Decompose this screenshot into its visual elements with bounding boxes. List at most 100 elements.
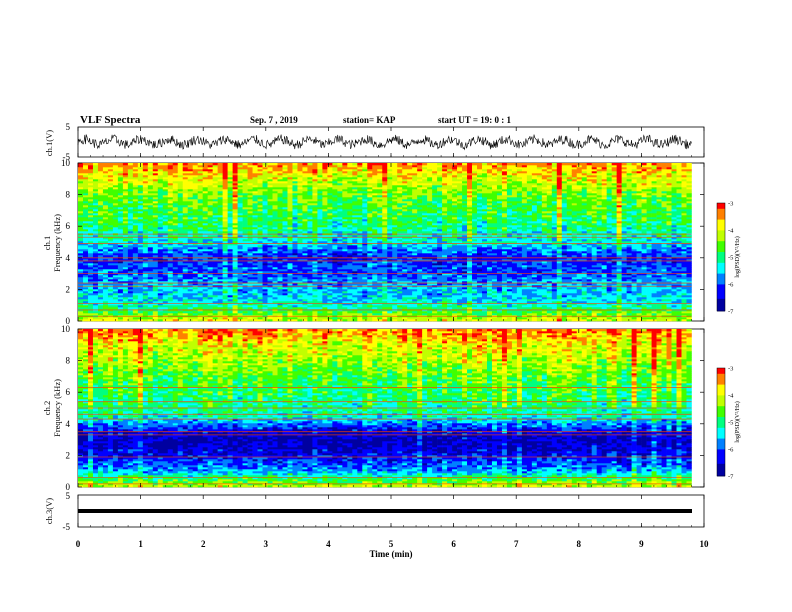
spectrogram-cell [242, 177, 248, 180]
spectrogram-cell [367, 305, 373, 308]
spectrogram-cell [157, 193, 164, 196]
ch1-ytick-bottom: -5 [63, 152, 71, 162]
spectrogram-cell [207, 171, 213, 174]
spectrogram-cell [247, 219, 253, 222]
spectrogram-cell [267, 213, 273, 216]
spectrogram-cell [227, 191, 233, 194]
spectrogram-cell [227, 223, 233, 226]
spectrogram-cell [237, 205, 243, 208]
spectrogram-cell [217, 307, 223, 310]
spectrogram-cell [377, 299, 383, 302]
spectrogram-cell [257, 261, 263, 264]
spectrogram-cell [82, 175, 89, 178]
spectrogram-cell [257, 275, 263, 278]
spectrogram-cell [117, 213, 124, 216]
spectrogram-cell [237, 259, 243, 262]
spectrogram-cell [327, 299, 333, 302]
spectrogram-cell [187, 193, 194, 196]
spectrogram-cell [247, 307, 253, 310]
spectrogram-cell [372, 271, 378, 274]
spectrogram-cell [157, 235, 164, 238]
spectrogram-cell [137, 265, 144, 268]
spectrogram-cell [332, 225, 338, 228]
spectrogram-cell [292, 197, 298, 200]
spectrogram-cell [177, 253, 184, 256]
spectrogram-cell [317, 271, 323, 274]
spectrogram-cell [297, 227, 303, 230]
spectrogram-cell [362, 195, 368, 198]
spectrogram-cell [252, 229, 258, 232]
spectrogram-cell [382, 293, 388, 296]
spectrogram-cell [122, 297, 129, 300]
spectrogram-cell [142, 189, 149, 192]
spectrogram-cell [162, 229, 169, 232]
spectrogram-cell [282, 209, 288, 212]
spectrogram-cell [82, 209, 89, 212]
spectrogram-cell [382, 241, 388, 244]
spectrogram-cell [252, 201, 258, 204]
spectrogram-cell [87, 163, 94, 166]
spectrogram-cell [292, 215, 298, 218]
spectrogram-cell [122, 217, 129, 220]
spectrogram-cell [187, 201, 194, 204]
spectrogram-cell [232, 249, 238, 252]
spectrogram-cell [272, 313, 278, 316]
spectrogram-cell [362, 293, 368, 296]
spectrogram-cell [337, 217, 343, 220]
spectrogram-cell [317, 217, 323, 220]
spectrogram-cell [307, 193, 313, 196]
spectrogram-cell [372, 245, 378, 248]
spectrogram-cell [382, 165, 388, 168]
spectrogram-cell [137, 169, 144, 172]
spectrogram-cell [362, 207, 368, 210]
spectrogram-cell [307, 307, 313, 310]
spectrogram-cell [357, 213, 363, 216]
spectrogram-cell [257, 197, 263, 200]
spectrogram-cell [232, 275, 238, 278]
spectrogram-cell [177, 255, 184, 258]
spectrogram-cell [132, 319, 139, 322]
spectrogram-cell [202, 295, 208, 298]
spectrogram-cell [257, 273, 263, 276]
spectrogram-cell [367, 189, 373, 192]
spectrogram-cell [297, 281, 303, 284]
spectrogram-cell [92, 237, 99, 240]
spectrogram-cell [252, 307, 258, 310]
spectrogram-cell [307, 195, 313, 198]
spectrogram-cell [267, 179, 273, 182]
spectrogram-cell [367, 173, 373, 176]
spectrogram-cell [337, 221, 343, 224]
spectrogram-cell [207, 259, 213, 262]
spectrogram-cell [142, 165, 149, 168]
spectrogram-cell [192, 169, 199, 172]
spectrogram-cell [202, 187, 208, 190]
spectrogram-cell [82, 245, 89, 248]
spectrogram-cell [262, 225, 268, 228]
spectrogram-cell [232, 163, 238, 166]
spectrogram-cell [362, 231, 368, 234]
spectrogram-cell [212, 207, 218, 210]
spectrogram-cell [237, 235, 243, 238]
spectrogram-cell [272, 237, 278, 240]
spectrogram-cell [82, 177, 89, 180]
spectrogram-cell [197, 293, 203, 296]
spectrogram-cell [122, 293, 129, 296]
spectrogram-cell [172, 227, 179, 230]
spectrogram-cell [207, 239, 213, 242]
spectrogram-cell [252, 181, 258, 184]
spectrogram-cell [307, 189, 313, 192]
spectrogram-cell [212, 253, 218, 256]
spectrogram-cell [312, 211, 318, 214]
spectrogram-cell [78, 271, 84, 274]
spectrogram-cell [257, 215, 263, 218]
spectrogram-cell [342, 305, 348, 308]
spectrogram-cell [367, 297, 373, 300]
spectrogram-cell [347, 289, 353, 292]
spectrogram-cell [232, 215, 238, 218]
spectrogram-cell [327, 265, 333, 268]
spectrogram-cell [147, 193, 154, 196]
spectrogram-cell [327, 319, 333, 322]
spectrogram-cell [307, 267, 313, 270]
spectrogram-cell [142, 199, 149, 202]
spectrogram-cell [272, 183, 278, 186]
